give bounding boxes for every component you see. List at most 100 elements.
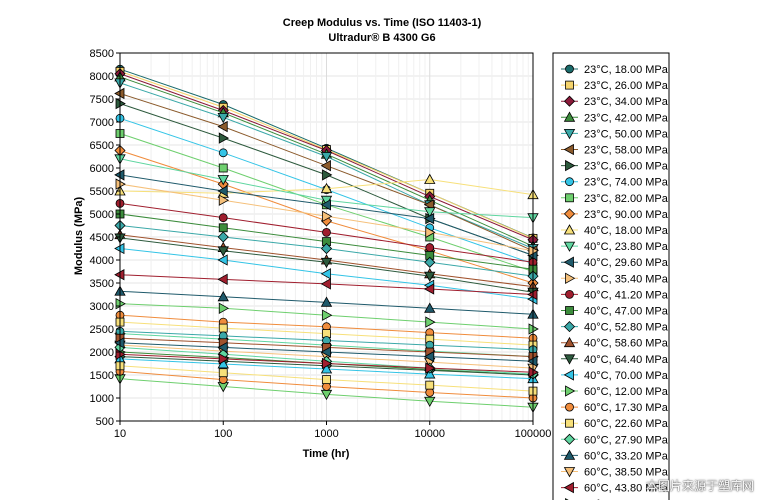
watermark-text: 本图片来源于塑库网 — [645, 479, 754, 493]
data-point — [217, 175, 229, 186]
legend-label: 40°C, 70.00 MPa — [584, 370, 669, 382]
legend-label: 23°C, 26.00 MPa — [584, 80, 669, 92]
data-point — [218, 132, 230, 144]
legend-label: 60°C, 27.90 MPa — [584, 434, 669, 446]
legend-label: 40°C, 23.80 MPa — [584, 241, 669, 253]
x-tick-label: 10 — [114, 428, 126, 440]
legend-label: 40°C, 29.60 MPa — [584, 257, 669, 269]
data-point — [424, 256, 436, 268]
y-tick-label: 6500 — [90, 140, 114, 152]
y-tick-label: 1000 — [90, 393, 114, 405]
data-point — [320, 278, 331, 290]
data-point — [218, 302, 230, 314]
legend-label: 60°C, 49.10 MPa — [584, 499, 669, 500]
legend-marker — [565, 177, 574, 187]
x-tick-label: 10000 — [414, 428, 445, 440]
legend-marker — [563, 467, 576, 478]
legend-marker — [563, 449, 576, 460]
legend-item: 23°C, 66.00 MPa — [561, 159, 669, 173]
data-point — [217, 113, 229, 124]
legend-marker — [563, 128, 576, 140]
legend-label: 40°C, 52.80 MPa — [584, 322, 669, 334]
y-tick-label: 2500 — [90, 324, 114, 336]
data-point — [425, 243, 435, 252]
legend-item: 23°C, 58.00 MPa — [561, 143, 669, 157]
data-point — [320, 346, 331, 358]
data-point — [217, 231, 229, 243]
data-point — [320, 257, 333, 269]
y-tick-label: 5000 — [90, 209, 114, 221]
series-33 — [114, 374, 539, 414]
legend-marker — [565, 289, 574, 299]
legend: 23°C, 18.00 MPa 23°C, 26.00 MPa 23°C, 34.0… — [552, 52, 670, 500]
data-point — [218, 148, 228, 158]
y-tick-label: 6000 — [90, 163, 114, 175]
legend-marker — [565, 402, 574, 412]
data-point — [425, 226, 436, 239]
data-point — [423, 212, 435, 225]
data-point — [320, 268, 331, 280]
legend-marker — [565, 272, 576, 284]
data-point — [320, 363, 333, 374]
legend-label: 40°C, 64.40 MPa — [584, 354, 669, 366]
legend-marker — [563, 95, 576, 107]
legend-item: 40°C, 52.80 MPa — [561, 321, 669, 334]
y-axis-label: Modulus (MPa) — [73, 197, 85, 276]
data-point — [218, 353, 230, 365]
legend-item: 40°C, 35.40 MPa — [561, 272, 669, 285]
data-point — [322, 309, 333, 321]
series-29 — [115, 326, 538, 355]
legend-item: 40°C, 18.00 MPa — [561, 224, 669, 237]
legend-label: 23°C, 74.00 MPa — [584, 177, 669, 189]
x-tick-label: 1000 — [314, 428, 338, 440]
chart-title: Creep Modulus vs. Time (ISO 11403-1) — [283, 17, 482, 29]
y-tick-label: 3500 — [90, 278, 114, 290]
legend-label: 23°C, 66.00 MPa — [584, 161, 669, 173]
x-tick-label: 100000 — [515, 428, 552, 440]
y-tick-label: 4000 — [90, 255, 114, 267]
legend-marker — [565, 306, 574, 315]
legend-marker — [565, 193, 574, 203]
legend-item: 23°C, 90.00 MPa — [561, 208, 669, 221]
legend-label: 40°C, 35.40 MPa — [584, 273, 669, 285]
data-point — [320, 182, 333, 194]
y-tick-label: 7000 — [90, 117, 114, 129]
legend-marker — [563, 433, 576, 445]
legend-marker — [565, 159, 576, 172]
y-tick-label: 7500 — [90, 94, 114, 106]
series-13 — [114, 169, 538, 262]
legend-label: 23°C, 50.00 MPa — [584, 128, 669, 140]
legend-marker — [563, 208, 576, 220]
legend-label: 23°C, 34.00 MPa — [584, 96, 669, 108]
y-tick-label: 500 — [96, 416, 114, 428]
data-point — [322, 375, 331, 385]
legend-item: 60°C, 17.30 MPa — [561, 402, 669, 414]
legend-marker — [563, 241, 576, 252]
legend-item: 23°C, 34.00 MPa — [561, 95, 669, 108]
legend-item: 60°C, 27.90 MPa — [561, 433, 669, 446]
y-tick-label: 3000 — [90, 301, 114, 313]
legend-item: 23°C, 74.00 MPa — [561, 177, 669, 189]
data-point — [322, 210, 333, 222]
data-point — [218, 213, 228, 223]
legend-label: 60°C, 17.30 MPa — [584, 402, 669, 414]
data-point — [425, 380, 435, 390]
legend-item: 60°C, 38.50 MPa — [561, 467, 669, 479]
legend-item: 40°C, 41.20 MPa — [561, 289, 669, 301]
data-point — [423, 350, 435, 363]
legend-label: 60°C, 43.80 MPa — [584, 483, 669, 495]
data-point — [423, 283, 435, 295]
legend-label: 60°C, 33.20 MPa — [584, 450, 669, 462]
legend-marker — [565, 385, 576, 397]
data-point — [218, 368, 228, 378]
legend-item: 60°C, 33.20 MPa — [561, 449, 669, 462]
data-point — [217, 120, 228, 133]
legend-marker — [563, 256, 574, 268]
data-point — [217, 246, 229, 257]
x-axis-label: Time (hr) — [303, 448, 350, 460]
legend-label: 60°C, 38.50 MPa — [584, 467, 669, 479]
data-point — [320, 296, 333, 307]
legend-label: 23°C, 58.00 MPa — [584, 145, 669, 157]
y-tick-label: 1500 — [90, 370, 114, 382]
legend-item: 40°C, 47.00 MPa — [561, 306, 669, 318]
